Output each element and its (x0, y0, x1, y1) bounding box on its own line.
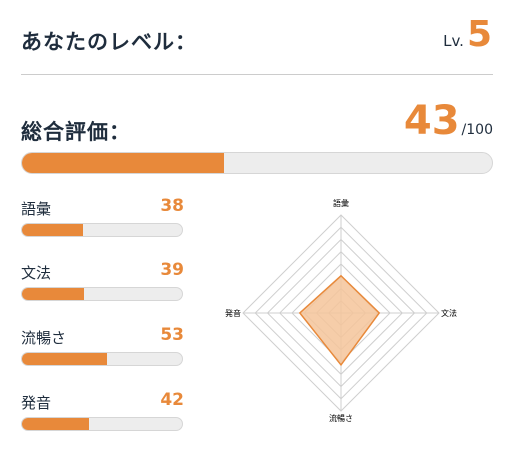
metric-progress-fill (22, 224, 83, 236)
overall-max: /100 (461, 122, 493, 138)
metric-vocabulary: 語彙 38 (21, 196, 184, 240)
overall-label: 総合評価： (21, 120, 131, 144)
divider (21, 74, 493, 75)
metric-pronunciation: 発音 42 (21, 390, 184, 434)
overall-progress-fill (22, 153, 225, 173)
metric-progress-fill (22, 288, 85, 300)
metric-progress-fill (22, 353, 107, 365)
metric-label: 文法 (21, 264, 52, 282)
level-label: あなたのレベル： (21, 30, 197, 54)
metric-grammar: 文法 39 (21, 260, 184, 304)
metric-progress-bar (21, 352, 183, 366)
overall-score-display: 43 /100 (404, 98, 493, 144)
metric-value: 53 (160, 325, 184, 345)
metric-value: 38 (160, 196, 184, 216)
metric-progress-bar (21, 417, 183, 431)
level-prefix: Lv. (443, 32, 464, 50)
radar-axis-label-left: 発音 (225, 308, 241, 318)
metric-label: 発音 (21, 394, 52, 412)
metric-label: 語彙 (21, 200, 52, 218)
metric-label: 流暢さ (21, 329, 67, 347)
level-value: 5 (466, 14, 492, 55)
metric-value: 42 (160, 390, 184, 410)
metric-progress-bar (21, 223, 183, 237)
metric-progress-bar (21, 287, 183, 301)
radar-axis-label-top: 語彙 (333, 198, 349, 208)
radar-axis-label-bottom: 流暢さ (329, 413, 353, 423)
metric-fluency: 流暢さ 53 (21, 325, 184, 369)
overall-progress-bar (21, 152, 493, 174)
radar-chart: 語彙 文法 流暢さ 発音 (225, 198, 457, 423)
radar-axis-label-right: 文法 (441, 308, 457, 318)
metric-list: 語彙 38 文法 39 流暢さ 53 発音 42 (21, 196, 184, 436)
level-display: Lv. 5 (443, 14, 492, 55)
metric-value: 39 (160, 260, 184, 280)
metric-progress-fill (22, 418, 90, 430)
radar-data-shape (298, 274, 381, 367)
overall-score: 43 (403, 98, 460, 144)
